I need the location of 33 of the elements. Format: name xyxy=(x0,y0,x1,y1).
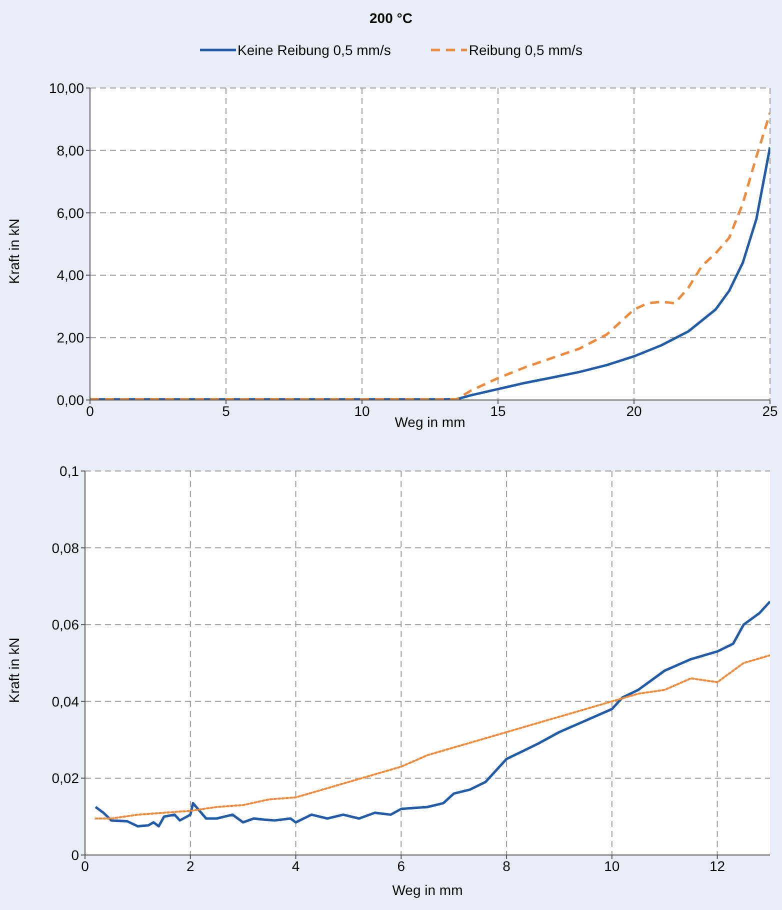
y-tick-label: 0,06 xyxy=(52,616,80,633)
legend-label: Reibung 0,5 mm/s xyxy=(468,42,582,58)
x-tick-label: 5 xyxy=(222,402,230,419)
x-axis-title: Weg in mm xyxy=(394,414,466,430)
y-axis-title: Kraft in kN xyxy=(6,638,22,703)
y-tick-label: 0,00 xyxy=(56,392,84,408)
y-tick-label: 10,00 xyxy=(48,80,84,96)
y-tick-label: 0,02 xyxy=(52,770,80,786)
y-tick-label: 0,08 xyxy=(52,540,80,556)
y-tick-label: 0 xyxy=(71,846,80,863)
x-tick-label: 8 xyxy=(502,858,511,874)
x-tick-label: 20 xyxy=(626,402,642,419)
y-tick-label: 0,04 xyxy=(52,693,80,710)
y-tick-label: 6,00 xyxy=(56,204,84,221)
x-tick-label: 25 xyxy=(762,402,778,419)
x-tick-label: 2 xyxy=(186,858,194,874)
legend-label: Keine Reibung 0,5 mm/s xyxy=(238,42,391,58)
y-axis-title: Kraft in kN xyxy=(6,218,22,284)
y-tick-label: 2,00 xyxy=(56,330,84,346)
x-tick-label: 10 xyxy=(354,402,370,419)
line-series xyxy=(94,600,770,828)
x-tick-label: 12 xyxy=(710,858,726,874)
x-axis-title: Weg in mm xyxy=(392,882,463,898)
chart-title: 200 °C xyxy=(368,10,414,26)
x-tick-label: 10 xyxy=(604,858,620,874)
x-tick-label: 0 xyxy=(86,402,94,419)
y-tick-label: 0,1 xyxy=(60,462,80,479)
x-tick-label: 6 xyxy=(397,858,406,874)
x-tick-label: 4 xyxy=(292,858,300,874)
y-tick-label: 4,00 xyxy=(56,267,84,284)
line-series xyxy=(94,654,770,820)
x-tick-label: 15 xyxy=(490,402,506,419)
y-tick-label: 8,00 xyxy=(56,142,84,158)
